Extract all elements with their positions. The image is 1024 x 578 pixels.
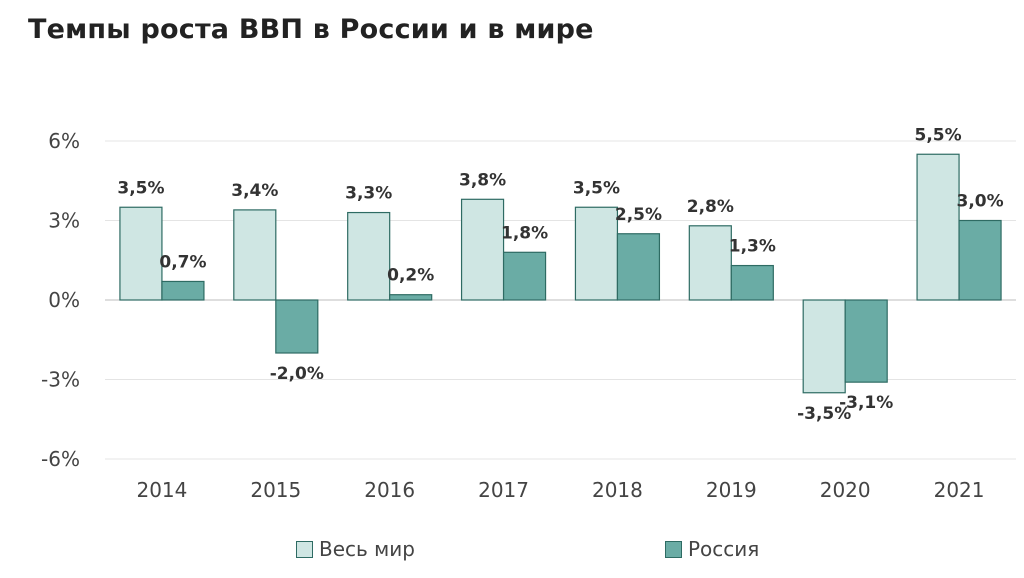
bar bbox=[730, 264, 774, 301]
data-labels-layer: 3,5% 3,4% 3,3% 3,8% 3,5% 2,8% -3,5% 5,5% 0,7% -2,… bbox=[117, 125, 1003, 424]
x-tick-label: 2017 bbox=[478, 478, 529, 502]
data-label: 0,2% bbox=[387, 266, 434, 286]
bar bbox=[389, 294, 433, 301]
x-tick-label: 2018 bbox=[592, 478, 643, 502]
bar bbox=[958, 219, 1002, 301]
legend-label-russia: Россия bbox=[688, 537, 760, 561]
y-tick-label: 0% bbox=[48, 288, 80, 312]
y-tick-label: 6% bbox=[48, 129, 80, 153]
legend-swatch-russia bbox=[665, 540, 682, 558]
data-label: 0,7% bbox=[159, 252, 206, 272]
x-tick-label: 2019 bbox=[706, 478, 757, 502]
y-tick-label: -3% bbox=[41, 368, 80, 392]
legend-item-russia: Россия bbox=[665, 537, 759, 561]
legend-item-world: Весь мир bbox=[296, 537, 415, 561]
bar bbox=[502, 251, 547, 301]
data-label: 3,3% bbox=[345, 184, 392, 204]
data-label: 2,5% bbox=[615, 205, 662, 225]
x-tick-label: 2016 bbox=[364, 478, 415, 502]
bar bbox=[275, 299, 319, 354]
data-label: 3,0% bbox=[956, 192, 1003, 212]
bar bbox=[916, 153, 960, 301]
data-label: 2,8% bbox=[687, 197, 734, 217]
bar bbox=[161, 280, 205, 301]
x-tick-label: 2015 bbox=[250, 478, 301, 502]
data-label: -2,0% bbox=[270, 364, 324, 384]
data-label: 5,5% bbox=[914, 125, 961, 145]
x-tick-label: 2014 bbox=[136, 478, 187, 502]
bars-layer bbox=[119, 153, 1002, 394]
bar bbox=[119, 206, 163, 301]
legend: Весь мир Россия bbox=[0, 537, 1024, 561]
bar bbox=[574, 206, 619, 301]
data-label: 3,4% bbox=[231, 181, 278, 201]
bar bbox=[616, 233, 661, 301]
x-tick-label: 2021 bbox=[934, 478, 985, 502]
axis-layer: 6% 3% 0% -3% -6% 2014 2015 2016 2017 2018 2019 2020… bbox=[41, 129, 984, 502]
chart-title: Темпы роста ВВП в России и в мире bbox=[28, 14, 594, 45]
data-label: 3,5% bbox=[573, 178, 620, 198]
data-label: 3,5% bbox=[117, 178, 164, 198]
data-label: 3,8% bbox=[459, 170, 506, 190]
data-label: 1,8% bbox=[501, 223, 548, 243]
bar-chart: 6% 3% 0% -3% -6% 2014 2015 2016 2017 2018 2019 2020… bbox=[41, 125, 1016, 502]
bar bbox=[233, 209, 277, 301]
legend-swatch-world bbox=[296, 540, 313, 558]
bar bbox=[844, 299, 888, 383]
bar bbox=[802, 299, 846, 394]
x-tick-label: 2020 bbox=[820, 478, 871, 502]
y-tick-label: -6% bbox=[41, 447, 80, 471]
data-label: -3,1% bbox=[839, 393, 893, 413]
bar bbox=[688, 225, 732, 301]
bar bbox=[347, 211, 391, 301]
bar bbox=[460, 198, 505, 301]
data-label: -3,5% bbox=[797, 404, 851, 424]
legend-label-world: Весь мир bbox=[319, 537, 415, 561]
y-tick-label: 3% bbox=[48, 209, 80, 233]
data-label: 1,3% bbox=[729, 237, 776, 257]
